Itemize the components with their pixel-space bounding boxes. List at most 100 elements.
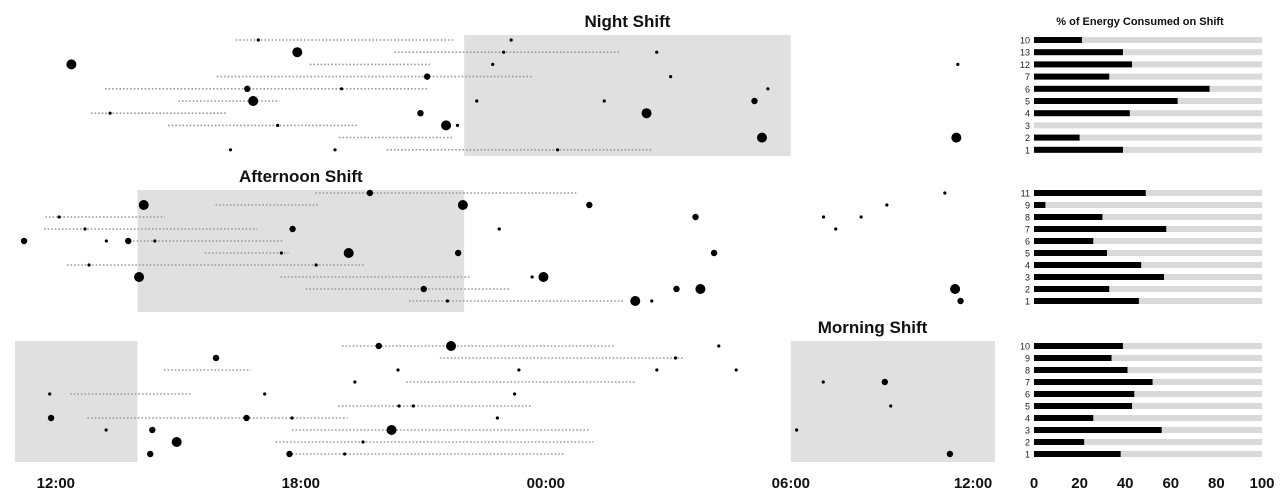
row-label: 1 [1025, 450, 1030, 460]
energy-bar [1034, 403, 1133, 409]
activity-point [171, 437, 182, 447]
activity-point [445, 299, 450, 303]
row-label: 7 [1025, 225, 1030, 235]
activity-point [353, 380, 357, 384]
activity-point [57, 215, 61, 219]
activity-point [502, 50, 506, 54]
row-label: 4 [1025, 414, 1030, 424]
activity-point [455, 123, 460, 127]
data-row: 7 [43, 225, 1262, 235]
row-label: 3 [1025, 273, 1030, 283]
row-label: 7 [1025, 378, 1030, 388]
bar-track [1034, 451, 1262, 457]
activity-point [248, 96, 259, 106]
bar-track [1034, 415, 1262, 421]
data-row: 1 [408, 296, 1262, 307]
bar-track [1034, 250, 1262, 256]
activity-point [423, 73, 431, 80]
pct-tick-label: 100 [1249, 475, 1274, 492]
activity-point [279, 251, 283, 255]
activity-point [641, 108, 652, 119]
data-row: 4 [90, 108, 1262, 119]
energy-bar [1034, 274, 1164, 280]
row-label: 11 [1021, 189, 1030, 199]
activity-point [420, 285, 427, 293]
energy-bar [1034, 49, 1123, 56]
activity-point [244, 85, 251, 93]
activity-point [821, 380, 825, 384]
row-label: 2 [1025, 285, 1030, 295]
row-label: 7 [1025, 72, 1030, 82]
data-row: 4 [66, 261, 1262, 271]
activity-point [411, 404, 415, 408]
activity-point [375, 342, 382, 350]
activity-point [538, 272, 549, 282]
activity-point [83, 227, 87, 231]
energy-bar [1034, 190, 1146, 196]
energy-bar [1034, 110, 1130, 117]
bar-track [1034, 298, 1262, 304]
activity-point [695, 284, 706, 294]
shift-window-shade [15, 341, 138, 462]
row-label: 10 [1020, 342, 1030, 352]
panel-afternoon-shift: Afternoon Shift 11 9 8 7 6 5 4 3 2 1 [20, 167, 1262, 312]
activity-point [286, 450, 293, 458]
row-label: 9 [1025, 201, 1030, 211]
activity-point [950, 284, 961, 294]
data-row: 6 [48, 390, 1262, 400]
data-row: 8 [45, 213, 1262, 223]
row-label: 3 [1025, 426, 1030, 436]
activity-point [834, 227, 838, 231]
activity-point [104, 239, 108, 243]
energy-bar [1034, 238, 1094, 244]
row-label: 2 [1025, 438, 1030, 448]
bar-track [1034, 202, 1262, 208]
activity-point [673, 285, 680, 293]
activity-point [457, 200, 468, 210]
activity-point [108, 111, 112, 115]
bar-track [1034, 146, 1262, 153]
activity-point [228, 148, 233, 152]
data-row: 6 [104, 84, 1262, 94]
data-row: 10 [341, 341, 1262, 352]
bar-track [1034, 134, 1262, 141]
bar-track [1034, 286, 1262, 292]
panel-title: Morning Shift [818, 318, 928, 337]
activity-point [289, 225, 296, 233]
activity-point [943, 191, 947, 195]
panel-morning-shift: Morning Shift 10 9 8 7 6 5 4 3 2 1 [15, 318, 1262, 462]
activity-point [263, 392, 267, 396]
energy-bar [1034, 214, 1103, 220]
activity-point [441, 120, 452, 131]
bar-track [1034, 262, 1262, 268]
energy-bar [1034, 73, 1110, 80]
row-label: 6 [1025, 84, 1030, 94]
activity-point [497, 227, 501, 231]
data-row: 7 [216, 72, 1262, 82]
activity-point [343, 452, 347, 456]
activity-point [446, 341, 457, 351]
row-label: 6 [1025, 237, 1030, 247]
panel-title: Afternoon Shift [239, 167, 363, 186]
activity-point [512, 392, 517, 396]
activity-point [766, 87, 770, 91]
pct-tick-label: 40 [1117, 475, 1134, 492]
row-label: 5 [1025, 249, 1030, 259]
activity-point [717, 344, 721, 348]
bar-track [1034, 367, 1262, 373]
panel-night-shift: Night Shift 10 13 12 7 6 5 4 3 2 1 [66, 12, 1262, 156]
activity-point [885, 203, 889, 207]
row-label: 8 [1025, 366, 1030, 376]
activity-point [339, 87, 344, 91]
shift-window-shade [790, 341, 995, 462]
activity-point [673, 356, 678, 360]
activity-point [397, 404, 401, 408]
activity-point [333, 148, 337, 152]
activity-point [650, 299, 654, 303]
energy-bar [1034, 262, 1142, 268]
activity-point [361, 440, 365, 444]
activity-point [555, 148, 560, 152]
bar-track [1034, 49, 1262, 56]
row-label: 9 [1025, 354, 1030, 364]
activity-point [517, 368, 521, 372]
